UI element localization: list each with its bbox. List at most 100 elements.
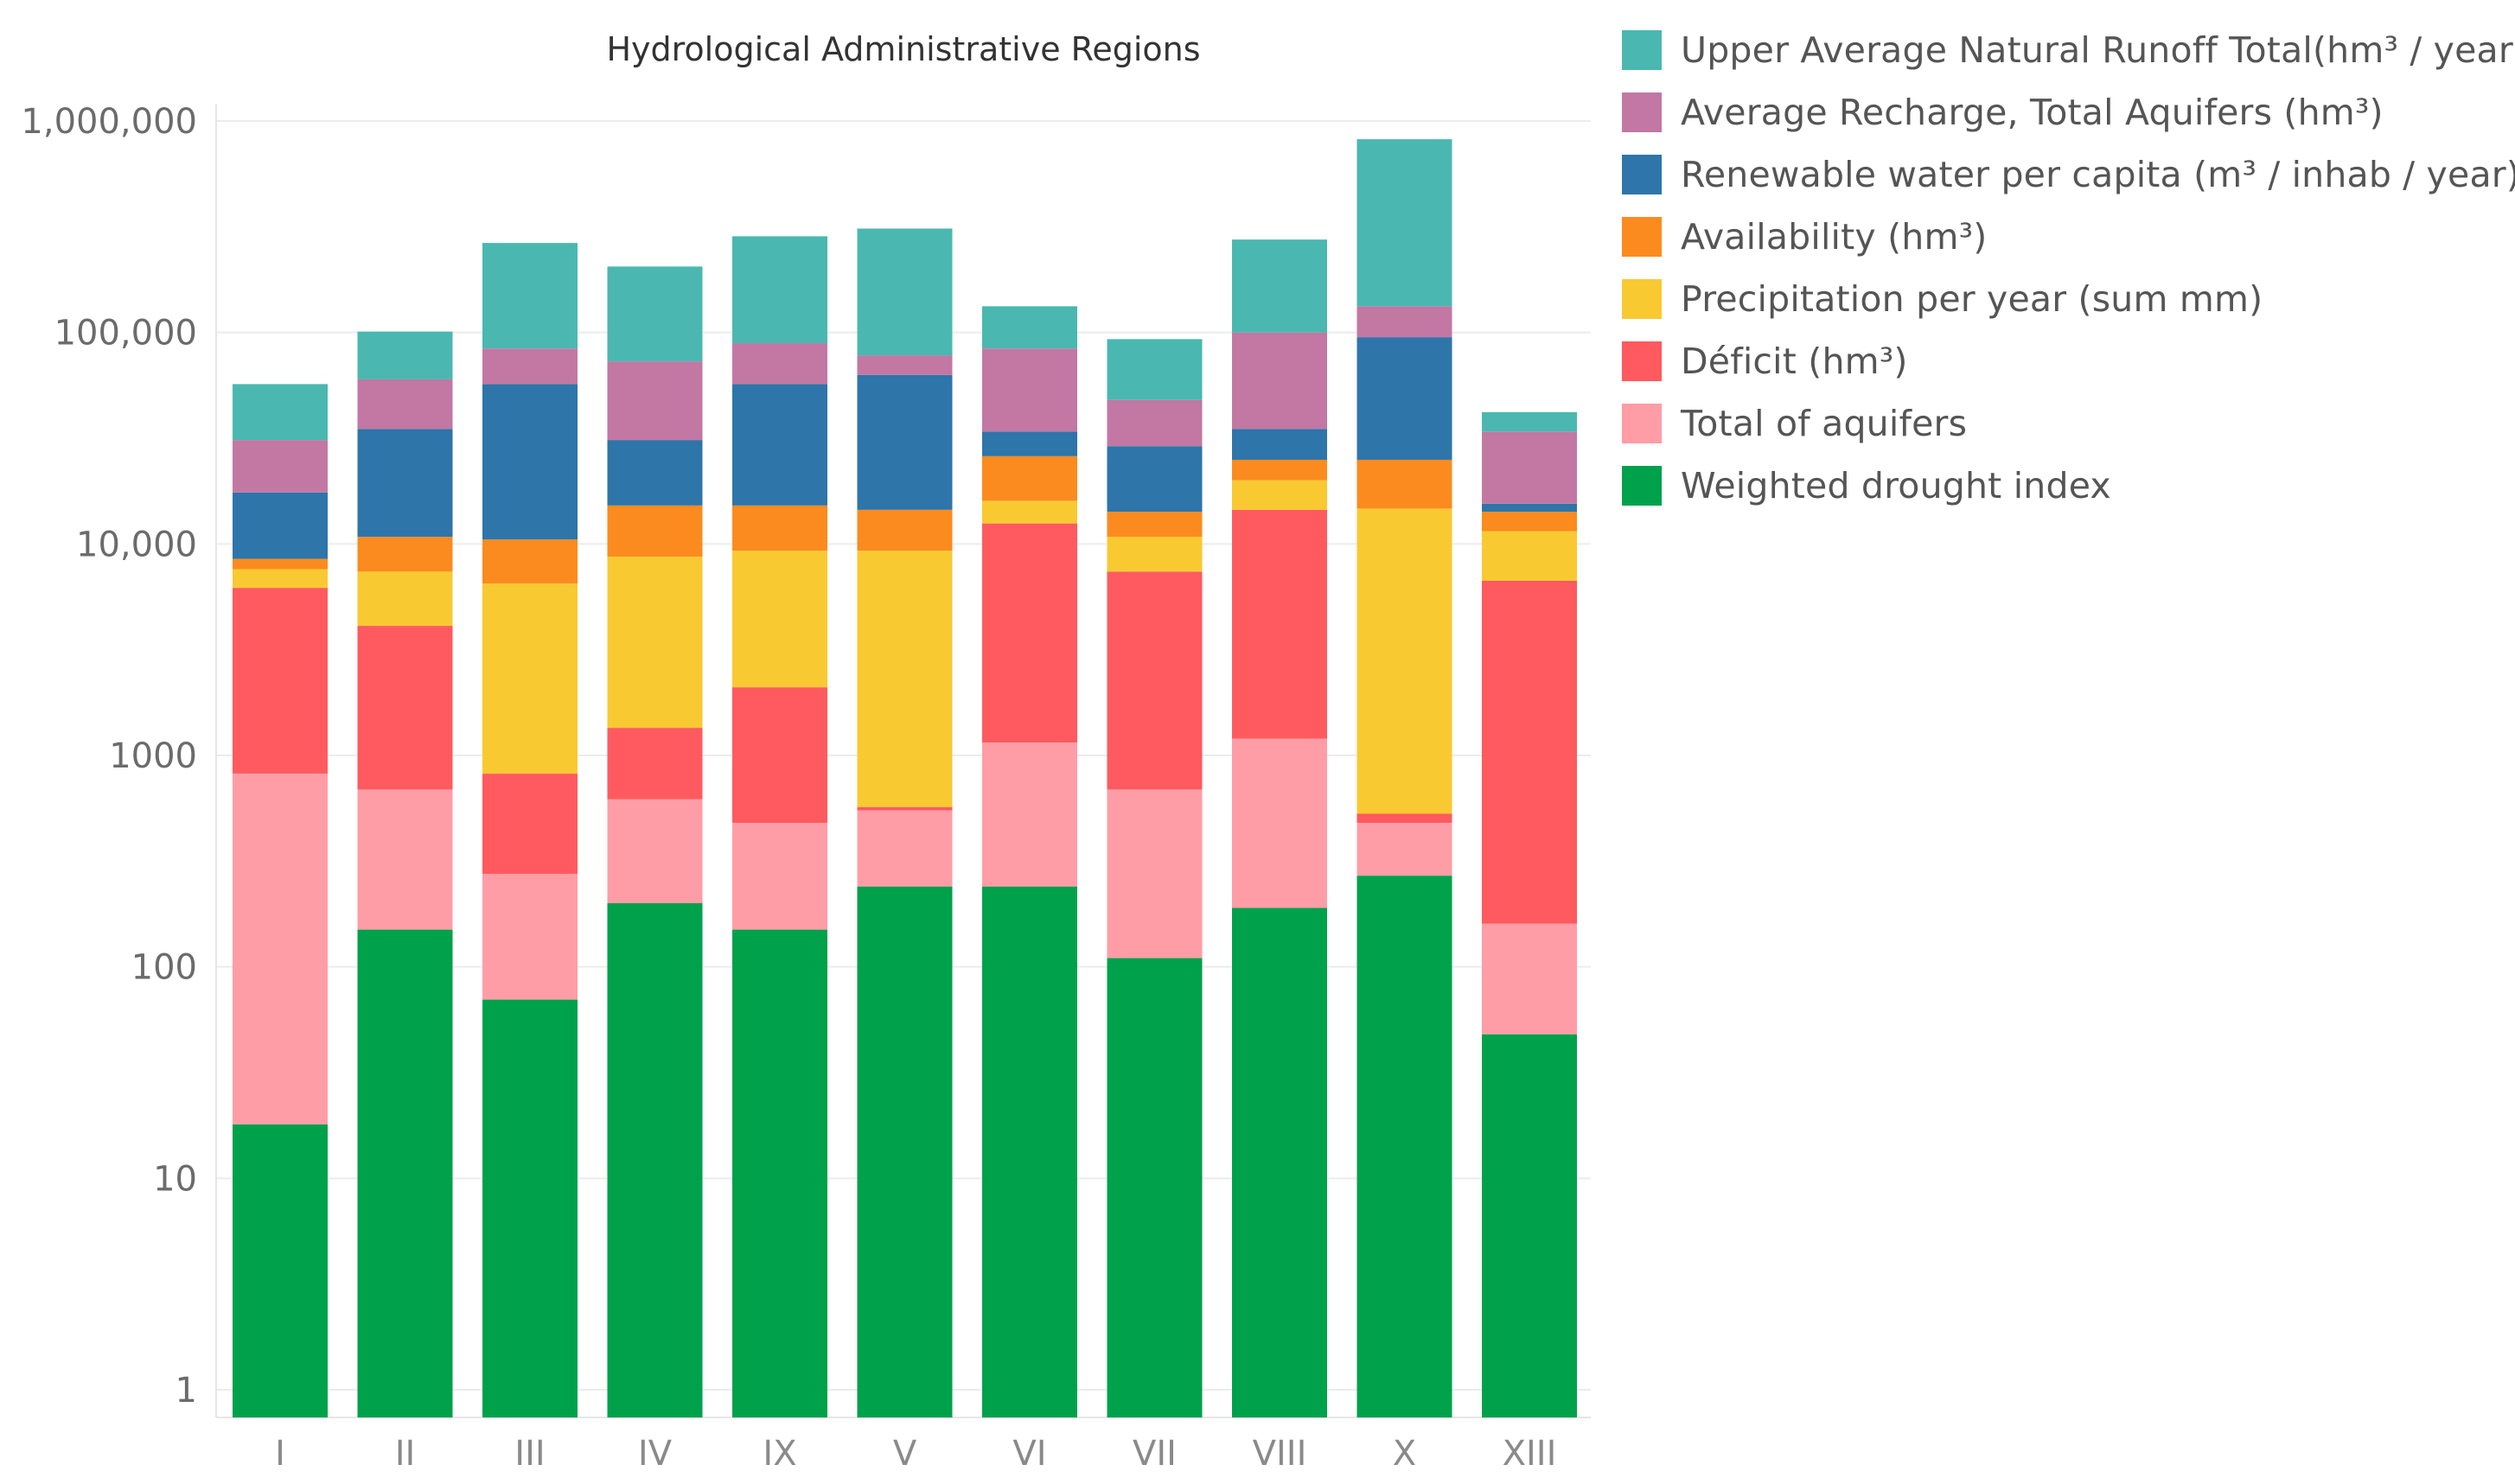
bar-segment-XIII-3 bbox=[1482, 580, 1577, 924]
chart-title: Hydrological Administrative Regions bbox=[606, 30, 1200, 68]
bar-segment-XIII-8 bbox=[1482, 411, 1577, 432]
bar-segment-VI-3 bbox=[982, 523, 1077, 743]
bar-segment-VII-1 bbox=[1107, 958, 1203, 1417]
legend-swatch bbox=[1622, 466, 1662, 506]
bar-segment-IX-6 bbox=[732, 384, 827, 506]
y-tick-label: 1,000,000 bbox=[21, 102, 197, 142]
bar-segment-VI-5 bbox=[982, 455, 1077, 501]
bar-segment-IV-2 bbox=[607, 799, 703, 904]
x-tick-label: V bbox=[893, 1434, 917, 1474]
bar-segment-II-2 bbox=[357, 789, 453, 930]
bar-segment-I-2 bbox=[233, 774, 328, 1124]
bar-segment-VII-6 bbox=[1107, 446, 1203, 513]
legend-item[interactable]: Average Recharge, Total Aquifers (hm³) bbox=[1622, 81, 2504, 143]
legend-swatch bbox=[1622, 217, 1662, 257]
legend-label: Weighted drought index bbox=[1681, 465, 2111, 506]
bar-segment-I-6 bbox=[233, 492, 328, 559]
bar-segment-II-7 bbox=[357, 379, 453, 430]
legend-swatch bbox=[1622, 30, 1662, 70]
bar-segment-X-3 bbox=[1356, 813, 1452, 823]
x-tick-label: VI bbox=[1012, 1434, 1046, 1474]
legend-item[interactable]: Renewable water per capita (m³ / inhab /… bbox=[1622, 143, 2515, 206]
legend-label: Availability (hm³) bbox=[1681, 216, 1988, 258]
legend-swatch bbox=[1622, 341, 1662, 381]
bar-segment-V-4 bbox=[857, 551, 953, 807]
bar-segment-X-7 bbox=[1356, 306, 1452, 338]
legend-swatch bbox=[1622, 404, 1662, 443]
legend-item[interactable]: Precipitation per year (sum mm) bbox=[1622, 268, 2504, 330]
y-tick-labels: 1 10 100 1000 10,000 100,000 1,000,000 bbox=[21, 102, 197, 1411]
bar-segment-V-3 bbox=[857, 806, 953, 811]
legend-label: Déficit (hm³) bbox=[1681, 341, 1908, 382]
bar-segment-VI-7 bbox=[982, 348, 1077, 432]
bar-segment-X-6 bbox=[1356, 337, 1452, 460]
legend-swatch bbox=[1622, 155, 1662, 194]
bar-segment-II-1 bbox=[357, 929, 453, 1417]
legend-label: Total of aquifers bbox=[1681, 403, 1968, 444]
bar-segment-III-6 bbox=[482, 384, 578, 540]
bar-segment-VII-8 bbox=[1107, 339, 1203, 400]
bar-segment-VII-4 bbox=[1107, 537, 1203, 572]
bar-segment-V-5 bbox=[857, 509, 953, 551]
bar-segment-IV-1 bbox=[607, 903, 703, 1417]
legend-label: Renewable water per capita (m³ / inhab /… bbox=[1681, 154, 2515, 195]
x-tick-label: VII bbox=[1133, 1434, 1177, 1474]
bar-segment-XIII-1 bbox=[1482, 1034, 1577, 1417]
bar-segment-VII-2 bbox=[1107, 789, 1203, 959]
bar-segment-VIII-7 bbox=[1232, 332, 1327, 430]
bar-segment-X-1 bbox=[1356, 876, 1452, 1417]
bar-segment-III-4 bbox=[482, 583, 578, 774]
x-tick-label: I bbox=[275, 1434, 285, 1474]
bar-segment-I-8 bbox=[233, 384, 328, 441]
y-tick-label: 1000 bbox=[109, 736, 197, 776]
bar-segment-VIII-5 bbox=[1232, 459, 1327, 481]
y-tick-label: 1 bbox=[176, 1371, 197, 1411]
bar-segment-I-3 bbox=[233, 588, 328, 774]
legend-item[interactable]: Total of aquifers bbox=[1622, 392, 2504, 455]
bar-segment-IV-6 bbox=[607, 440, 703, 506]
y-tick-label: 100,000 bbox=[54, 314, 197, 353]
y-tick-label: 100 bbox=[131, 948, 197, 988]
bars bbox=[233, 139, 1577, 1417]
legend-item[interactable]: Déficit (hm³) bbox=[1622, 330, 2504, 392]
bar-segment-I-7 bbox=[233, 440, 328, 493]
bar-segment-VIII-6 bbox=[1232, 429, 1327, 460]
legend-swatch bbox=[1622, 279, 1662, 319]
legend-item[interactable]: Weighted drought index bbox=[1622, 455, 2504, 517]
bar-segment-IX-3 bbox=[732, 687, 827, 823]
bar-segment-X-5 bbox=[1356, 459, 1452, 509]
bar-segment-VI-2 bbox=[982, 742, 1077, 887]
bar-segment-I-4 bbox=[233, 569, 328, 589]
bar-segment-X-4 bbox=[1356, 508, 1452, 814]
bar-segment-IV-7 bbox=[607, 361, 703, 441]
bar-segment-I-1 bbox=[233, 1124, 328, 1417]
bar-segment-V-7 bbox=[857, 355, 953, 375]
x-tick-labels: I II III IV IX V VI VII VIII X XIII bbox=[275, 1434, 1556, 1474]
y-tick-label: 10,000 bbox=[76, 525, 197, 564]
x-tick-label: II bbox=[395, 1434, 416, 1474]
bar-segment-III-7 bbox=[482, 348, 578, 385]
bar-segment-IV-5 bbox=[607, 505, 703, 557]
bar-segment-V-6 bbox=[857, 374, 953, 510]
legend-item[interactable]: Upper Average Natural Runoff Total(hm³ /… bbox=[1622, 19, 2515, 81]
bar-segment-VIII-3 bbox=[1232, 509, 1327, 739]
x-tick-label: XIII bbox=[1503, 1434, 1557, 1474]
x-tick-label: III bbox=[514, 1434, 545, 1474]
legend: Upper Average Natural Runoff Total(hm³ /… bbox=[1622, 19, 2515, 517]
bar-segment-IV-4 bbox=[607, 557, 703, 729]
bar-segment-X-8 bbox=[1356, 139, 1452, 307]
x-tick-label: VIII bbox=[1253, 1434, 1307, 1474]
bar-segment-VII-3 bbox=[1107, 571, 1203, 790]
x-tick-label: IX bbox=[763, 1434, 796, 1474]
bar-segment-XIII-6 bbox=[1482, 503, 1577, 513]
legend-item[interactable]: Availability (hm³) bbox=[1622, 206, 2504, 268]
x-tick-label: X bbox=[1393, 1434, 1416, 1474]
bar-segment-X-2 bbox=[1356, 822, 1452, 876]
bar-segment-IX-4 bbox=[732, 551, 827, 688]
bar-segment-VI-4 bbox=[982, 500, 1077, 524]
bar-segment-III-8 bbox=[482, 243, 578, 349]
bar-segment-IX-2 bbox=[732, 822, 827, 930]
bar-segment-III-2 bbox=[482, 874, 578, 1000]
bar-segment-IX-8 bbox=[732, 236, 827, 344]
